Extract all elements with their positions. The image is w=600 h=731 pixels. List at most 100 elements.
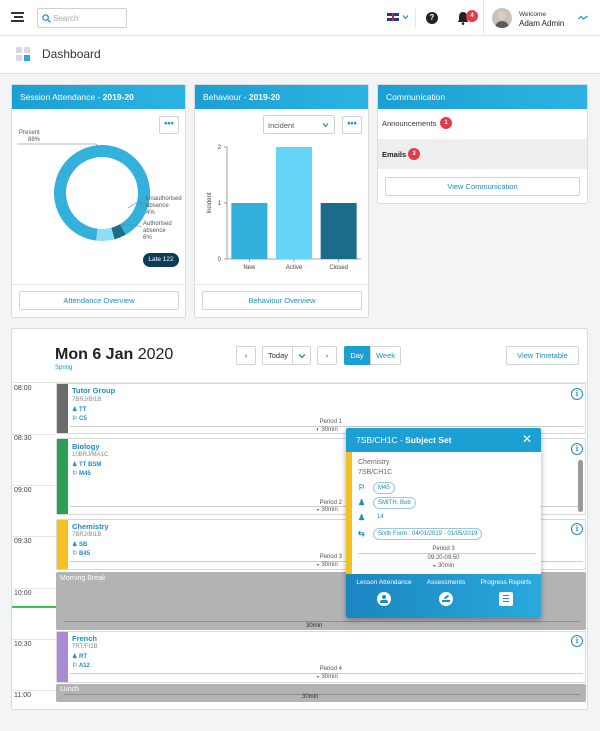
lesson-duration: ◐ 30min	[316, 427, 338, 433]
attendance-more-button[interactable]: •••	[159, 116, 179, 134]
subject-set-popup: 7SB/CH1C - Subject Set ✕ Chemistry 7SB/C…	[346, 428, 541, 618]
popup-period: Period 3	[432, 546, 455, 552]
lesson-room-value: M45	[79, 471, 91, 477]
uk-flag-icon[interactable]	[387, 13, 399, 21]
view-communication-button[interactable]: View Communication	[385, 177, 580, 196]
behaviour-title: Behaviour -	[203, 92, 249, 102]
search-input[interactable]: Search	[37, 8, 127, 28]
welcome-text: Welcome	[519, 11, 546, 18]
unauth-leader-line	[127, 202, 145, 209]
assessment-icon	[439, 592, 453, 606]
lesson-teacher: ♟ SB	[72, 542, 88, 548]
user-name[interactable]: Adam Admin	[519, 19, 565, 28]
lesson-tutor-group[interactable]: Tutor Group 7BRJ/BI1B ♟ TT ⚐ C5 i Period…	[56, 383, 586, 434]
lesson-color-stripe	[57, 384, 68, 433]
lunch-duration: 30min	[302, 694, 319, 700]
duration-line	[64, 621, 580, 622]
incident-select[interactable]: Incident	[263, 115, 335, 134]
present-leader-line	[17, 143, 99, 149]
popup-room[interactable]: M45	[373, 482, 395, 494]
lesson-room: ⚐ A12	[72, 663, 90, 669]
view-timetable-button[interactable]: View Timetable	[506, 346, 579, 365]
bell-icon[interactable]	[457, 11, 469, 25]
lesson-teacher: ♟ TT BSM	[72, 462, 102, 468]
progress-reports-action[interactable]: Progress Reports	[472, 579, 540, 606]
lesson-teacher-value: SB	[79, 542, 88, 548]
info-icon[interactable]: i	[571, 523, 583, 535]
today-button[interactable]: Today	[262, 346, 311, 365]
lesson-title: French	[72, 634, 98, 643]
lesson-duration: ◒ 30min	[316, 674, 338, 680]
behaviour-overview-button[interactable]: Behaviour Overview	[202, 291, 362, 310]
announcements-row[interactable]: Announcements 1	[378, 111, 587, 137]
duration-line	[358, 553, 536, 554]
unauth-label-line1: Unauthorised	[146, 196, 182, 202]
time-label: 08:30	[14, 435, 32, 442]
lesson-period: Period 1	[319, 419, 342, 425]
prev-day-button[interactable]: ‹	[236, 346, 256, 365]
present-pct: 88%	[28, 137, 41, 143]
emails-row[interactable]: Emails 3	[378, 139, 587, 169]
scrollbar-thumb[interactable]	[578, 460, 583, 512]
close-icon[interactable]: ✕	[522, 432, 533, 446]
time-label: 10:30	[14, 641, 32, 648]
duration-line	[70, 506, 583, 507]
behaviour-more-button[interactable]: •••	[342, 116, 362, 134]
popup-form[interactable]: Sixth Form : 04/01/2019 - 01/05/2019	[373, 528, 483, 540]
lesson-color-stripe	[57, 520, 68, 569]
lunch-break: Lunch 30min	[56, 684, 586, 702]
lesson-room: ⚐ C5	[72, 416, 87, 422]
lesson-title: Biology	[72, 442, 100, 451]
attendance-overview-button[interactable]: Attendance Overview	[19, 291, 179, 310]
popup-teacher[interactable]: SMITH, Bob	[373, 497, 416, 509]
time-label: 09:30	[14, 538, 32, 545]
duration-line	[70, 426, 583, 427]
day-view-tab[interactable]: Day	[344, 346, 370, 365]
assessments-action[interactable]: Assessments	[420, 579, 472, 606]
emails-badge: 3	[408, 148, 420, 160]
lesson-color-stripe	[57, 632, 68, 682]
timetable-date-day: Mon 6 Jan	[55, 346, 134, 363]
search-icon	[42, 14, 51, 23]
unauth-label-line2: absence	[146, 203, 169, 209]
late-badge[interactable]: Late 122	[143, 253, 179, 267]
info-icon[interactable]: i	[571, 635, 583, 647]
y-tick-label: 1	[218, 201, 222, 207]
lesson-french[interactable]: French 7RT/FI1B ♟ RT ⚐ A12 i Period 4 ◒ …	[56, 631, 586, 683]
term-label: Spring	[55, 365, 73, 371]
info-icon[interactable]: i	[571, 388, 583, 400]
timetable-date: Mon 6 Jan 2020	[55, 346, 173, 364]
week-view-tab[interactable]: Week	[370, 346, 401, 365]
attendance-donut-chart	[17, 143, 150, 241]
menu-icon[interactable]	[11, 12, 24, 23]
lesson-period: Period 3	[319, 554, 342, 560]
communication-header: Communication	[378, 85, 587, 109]
y-tick-label: 2	[218, 145, 222, 151]
donut-slice-present	[54, 145, 150, 241]
lesson-duration-value: 30min	[321, 427, 338, 433]
auth-leader-line	[120, 224, 143, 228]
divider	[483, 0, 484, 36]
help-icon[interactable]: ?	[426, 12, 438, 24]
info-icon[interactable]: i	[571, 443, 583, 455]
avatar[interactable]	[492, 8, 512, 28]
page-title: Dashboard	[42, 47, 101, 61]
lesson-title: Chemistry	[72, 522, 109, 531]
current-time-line	[12, 606, 56, 608]
time-label: 08:00	[14, 385, 32, 392]
next-day-button[interactable]: ›	[317, 346, 337, 365]
lesson-attendance-action[interactable]: Lesson Attendance	[348, 579, 420, 606]
lesson-duration: ◒ 30min	[316, 562, 338, 568]
popup-time: 09:20-09:50	[427, 555, 460, 561]
popup-header: 7SB/CH1C - Subject Set	[346, 428, 541, 452]
communication-panel: Communication Announcements 1 Emails 3 V…	[377, 84, 588, 204]
time-label: 10:00	[14, 590, 32, 597]
chevron-down-icon[interactable]	[402, 14, 409, 20]
popup-color-stripe	[346, 452, 352, 574]
lesson-code: 7BRJ/BI1B	[72, 532, 102, 538]
bar-new	[231, 203, 268, 259]
behaviour-panel: Behaviour - 2019-20 Incident ••• 0 1 2 New A…	[194, 84, 369, 318]
activity-icon[interactable]	[578, 15, 588, 21]
lesson-duration-value: 30min	[321, 674, 338, 680]
lesson-room: ⚐ M45	[72, 471, 91, 477]
